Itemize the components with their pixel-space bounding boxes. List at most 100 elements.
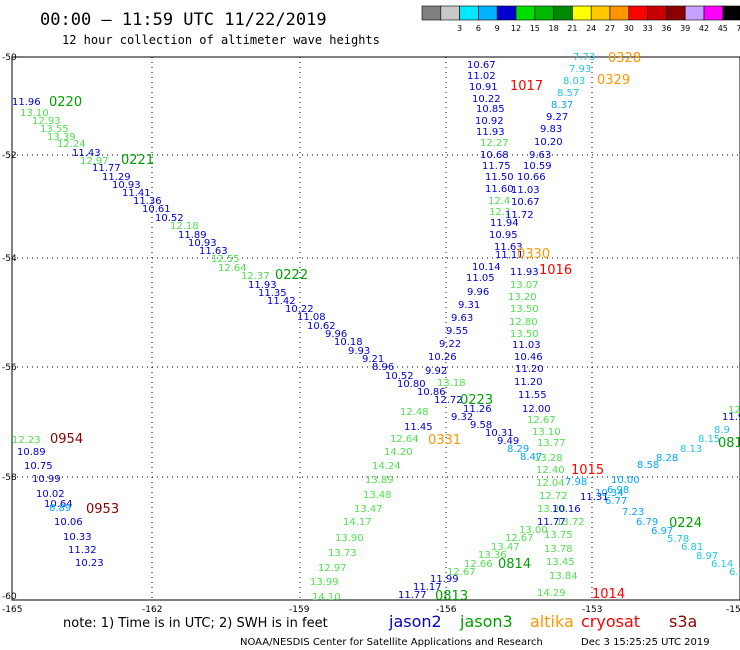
wave-height-value: 11.60 bbox=[485, 184, 514, 195]
wave-height-value: 12.64 bbox=[218, 263, 247, 274]
map-title: 00:00 – 11:59 UTC 11/22/2019 bbox=[40, 10, 327, 30]
wave-height-value: 11.08 bbox=[297, 312, 326, 323]
wave-height-value: 10.64 bbox=[44, 499, 73, 510]
wave-height-value: 12.18 bbox=[728, 405, 740, 416]
wave-height-value: 13.48 bbox=[363, 490, 392, 501]
wave-height-value: 7.93 bbox=[569, 64, 591, 75]
wave-height-value: 10.66 bbox=[517, 172, 546, 183]
wave-height-value: 8.9 bbox=[714, 425, 730, 436]
wave-height-value: 12.40 bbox=[536, 465, 565, 476]
wave-height-value: 8.89 bbox=[49, 503, 71, 514]
satellite-name-altika: altika bbox=[530, 612, 574, 631]
lon-tick-label: -150 bbox=[726, 605, 740, 615]
wave-height-value: 10.59 bbox=[523, 161, 552, 172]
wave-height-value: 12.67 bbox=[505, 533, 534, 544]
wave-height-value: 11.77 bbox=[92, 163, 121, 174]
wave-height-value: 12.67 bbox=[447, 567, 476, 578]
lat-tick-label: -52 bbox=[2, 151, 17, 161]
wave-height-value: 10.62 bbox=[307, 321, 336, 332]
wave-height-value: 11.05 bbox=[466, 273, 495, 284]
lat-tick-label: -60 bbox=[2, 592, 17, 602]
wave-height-value: 12.97 bbox=[318, 563, 347, 574]
pass-time-label: 0953 bbox=[86, 502, 119, 517]
wave-height-value: 14.29 bbox=[537, 588, 566, 599]
wave-height-value: 10.85 bbox=[476, 104, 505, 115]
wave-height-value: 10.67 bbox=[467, 60, 496, 71]
wave-height-value: 9.49 bbox=[497, 436, 519, 447]
pass-time-label: 1014 bbox=[592, 587, 625, 602]
wave-height-value: 12.18 bbox=[170, 221, 199, 232]
wave-height-value: 12.37 bbox=[241, 271, 270, 282]
wave-height-value: 8.37 bbox=[551, 100, 573, 111]
wave-height-value: 6.79 bbox=[636, 517, 658, 528]
legend-tick-label: 6 bbox=[476, 24, 481, 33]
wave-height-labels: 11.9613.1012.9313.5513.3912.2411.4312.97… bbox=[12, 52, 740, 603]
wave-height-value: 8.28 bbox=[656, 453, 678, 464]
wave-height-value: 10.14 bbox=[472, 262, 501, 273]
legend-swatch bbox=[478, 5, 498, 21]
wave-height-value: 6.14 bbox=[711, 559, 733, 570]
pass-time-label: 0813 bbox=[435, 589, 468, 604]
wave-height-value: 11.93 bbox=[510, 267, 539, 278]
wave-height-value: 13.78 bbox=[544, 544, 573, 555]
footer-timestamp: Dec 3 15:25:25 UTC 2019 bbox=[581, 637, 710, 648]
wave-height-value: 12.4 bbox=[488, 196, 510, 207]
wave-height-value: 13.39 bbox=[47, 132, 76, 143]
wave-height-value: 8.13 bbox=[680, 444, 702, 455]
satellite-name-s3a: s3a bbox=[669, 612, 697, 631]
wave-height-value: 9.58 bbox=[470, 420, 492, 431]
wave-height-value: 13.55 bbox=[40, 124, 69, 135]
wave-height-value: 13.75 bbox=[544, 530, 573, 541]
wave-height-value: 12.27 bbox=[480, 138, 509, 149]
wave-height-value: 14.10 bbox=[312, 592, 341, 603]
wave-height-value: 12.1 bbox=[489, 207, 511, 218]
wave-height-value: 11.02 bbox=[467, 71, 496, 82]
pass-time-label: 1017 bbox=[510, 79, 543, 94]
legend-swatch bbox=[572, 5, 592, 21]
legend-tick-label: 27 bbox=[605, 24, 615, 33]
wave-height-value: 11.20 bbox=[515, 364, 544, 375]
wave-height-value: 11.97 bbox=[722, 412, 740, 423]
pass-time-label: 0814 bbox=[498, 557, 531, 572]
wave-height-value: 10.92 bbox=[475, 116, 504, 127]
legend-swatch bbox=[609, 5, 630, 21]
legend-swatch bbox=[515, 5, 536, 21]
wave-height-value: 13.10 bbox=[20, 108, 49, 119]
wave-height-value: 8.03 bbox=[563, 76, 585, 87]
wave-height-value: 6.81 bbox=[681, 542, 703, 553]
wave-height-value: 10.46 bbox=[514, 352, 543, 363]
wave-height-value: 11.31 bbox=[580, 492, 609, 503]
wave-height-value: 12.00 bbox=[522, 404, 551, 415]
lat-tick-label: -54 bbox=[2, 254, 17, 264]
wave-height-value: 13.99 bbox=[310, 577, 339, 588]
wave-height-value: 10.75 bbox=[24, 461, 53, 472]
wave-height-value: 10.31 bbox=[485, 428, 514, 439]
satellite-legend: jason2 jason3 altika cryosat s3a bbox=[388, 612, 697, 631]
wave-height-value: 10.52 bbox=[155, 213, 184, 224]
wave-height-value: 12.48 bbox=[400, 407, 429, 418]
legend-tick-label: 18 bbox=[549, 24, 559, 33]
wave-height-value: 11.36 bbox=[133, 196, 162, 207]
wave-height-value: 13.18 bbox=[437, 378, 466, 389]
pass-time-label: 0222 bbox=[275, 268, 308, 283]
lat-tick-label: -56 bbox=[2, 363, 17, 373]
pass-time-label: 0330 bbox=[517, 247, 550, 262]
wave-height-value: 12.23 bbox=[12, 435, 41, 446]
wave-height-value: 8.96 bbox=[372, 362, 394, 373]
wave-height-value: 12.55 bbox=[211, 254, 240, 265]
lon-tick-label: -162 bbox=[142, 605, 162, 615]
wave-height-value: 11.35 bbox=[258, 288, 287, 299]
wave-height-value: 10.18 bbox=[334, 337, 363, 348]
wave-height-value: 9.63 bbox=[529, 150, 551, 161]
wave-height-value: 10.22 bbox=[285, 304, 314, 315]
wave-height-value: 9.27 bbox=[546, 112, 568, 123]
pass-time-label: 0954 bbox=[50, 432, 83, 447]
wave-height-value: 12.67 bbox=[527, 415, 556, 426]
legend-swatch bbox=[684, 5, 705, 21]
wave-height-value: 9.93 bbox=[348, 346, 370, 357]
wave-height-value: 10.06 bbox=[54, 517, 83, 528]
wave-height-value: 11.75 bbox=[482, 161, 511, 172]
wave-height-value: 11.93 bbox=[476, 127, 505, 138]
legend-tick-label: 24 bbox=[586, 24, 596, 33]
wave-height-value: 10.20 bbox=[534, 137, 563, 148]
